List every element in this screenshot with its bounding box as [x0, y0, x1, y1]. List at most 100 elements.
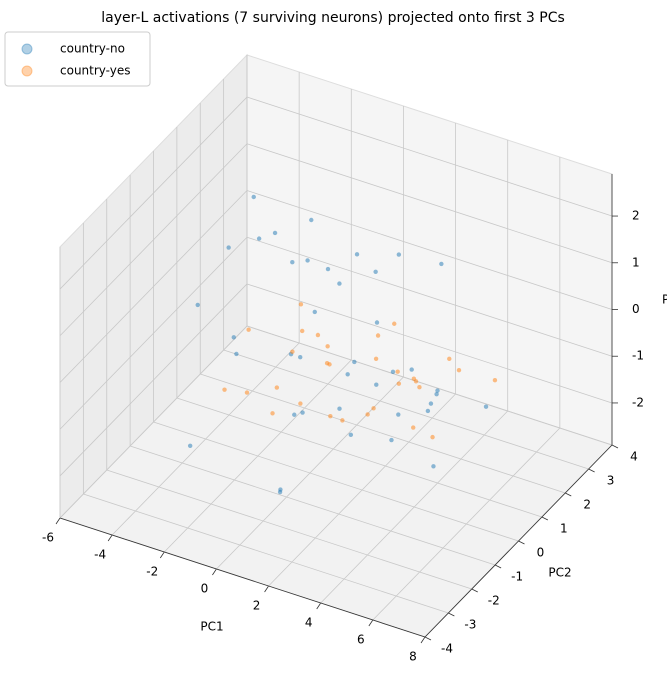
point [373, 356, 379, 361]
point [305, 258, 310, 263]
z-axis-label: PC3 [662, 293, 667, 307]
grid-line [59, 283, 248, 477]
point [298, 354, 303, 360]
point [345, 372, 350, 377]
y-axis [424, 444, 613, 638]
point [272, 230, 278, 236]
tick-mark [494, 564, 502, 569]
legend-label: country-yes [60, 64, 131, 78]
tick-mark [448, 612, 455, 617]
point [325, 344, 330, 349]
grid-line [200, 373, 566, 494]
legend-marker [21, 43, 33, 55]
tick-mark [471, 588, 478, 593]
point [411, 425, 416, 430]
y-tick-label: -4 [441, 642, 453, 656]
point [396, 381, 402, 386]
point [337, 281, 342, 286]
y-tick-label: 4 [630, 450, 638, 464]
grid-line [130, 445, 496, 566]
tick-mark [159, 551, 165, 559]
x-tick-label: 2 [253, 599, 261, 613]
x-axis-label: PC1 [200, 620, 223, 634]
series [222, 302, 498, 440]
point [389, 437, 394, 443]
point [373, 269, 378, 275]
point [315, 332, 321, 338]
y-axis-label: PC2 [548, 566, 571, 580]
point [312, 309, 317, 315]
tick-mark [611, 444, 619, 449]
grid-line [246, 143, 613, 264]
x-tick-label: 6 [357, 633, 365, 647]
point [327, 362, 332, 367]
point [337, 406, 342, 411]
legend-marker [21, 65, 33, 77]
grid-line [246, 283, 613, 404]
tick-mark [264, 585, 269, 593]
point [244, 390, 250, 395]
point [274, 385, 280, 390]
point [435, 388, 440, 393]
tick-mark [420, 636, 426, 644]
point [290, 349, 295, 354]
grid-line [246, 236, 613, 357]
point [447, 356, 452, 362]
point [278, 487, 283, 492]
point [256, 236, 262, 241]
grid-line [59, 190, 248, 383]
point [354, 252, 360, 257]
point [374, 320, 380, 325]
point [430, 434, 435, 440]
legend-label: country-no [60, 42, 125, 56]
grid-line [246, 190, 613, 310]
point [439, 261, 444, 267]
y-tick-label: -1 [511, 570, 523, 584]
point [428, 401, 434, 406]
tick-mark [541, 516, 549, 521]
point [298, 401, 303, 406]
grid-line [59, 143, 248, 337]
point [417, 385, 422, 390]
x-axis [59, 517, 426, 638]
point [325, 266, 331, 272]
y-tick-label: 2 [583, 498, 591, 512]
tick-mark [55, 517, 61, 525]
x-tick-label: -6 [42, 531, 54, 545]
tick-mark [588, 468, 595, 473]
point [396, 252, 402, 257]
point [371, 406, 376, 411]
point [431, 464, 436, 469]
point [425, 408, 431, 414]
point [298, 302, 304, 307]
point [392, 321, 397, 326]
point [396, 412, 401, 417]
x-tick-label: 0 [201, 582, 209, 596]
y-tick-label: 1 [560, 522, 568, 536]
point [246, 327, 251, 332]
tick-mark [316, 602, 322, 610]
grid-line [176, 397, 542, 518]
grid-line [59, 96, 248, 290]
point [270, 411, 275, 416]
point [292, 412, 297, 417]
point [492, 378, 498, 383]
series [187, 194, 489, 495]
point [251, 194, 256, 200]
z-tick-label: 1 [632, 255, 640, 269]
grid-line [246, 325, 613, 446]
tick-mark [565, 492, 572, 497]
grid-line [223, 349, 589, 470]
legend-box [4, 31, 151, 87]
point [456, 367, 462, 373]
y-tick-label: -3 [464, 618, 476, 632]
point [299, 328, 305, 334]
point [434, 391, 439, 397]
z-tick-label: -1 [632, 349, 644, 363]
grid-line [153, 421, 519, 542]
point [300, 410, 305, 415]
tick-mark [212, 568, 217, 576]
point [413, 379, 419, 384]
z-tick-label: 2 [632, 209, 640, 223]
